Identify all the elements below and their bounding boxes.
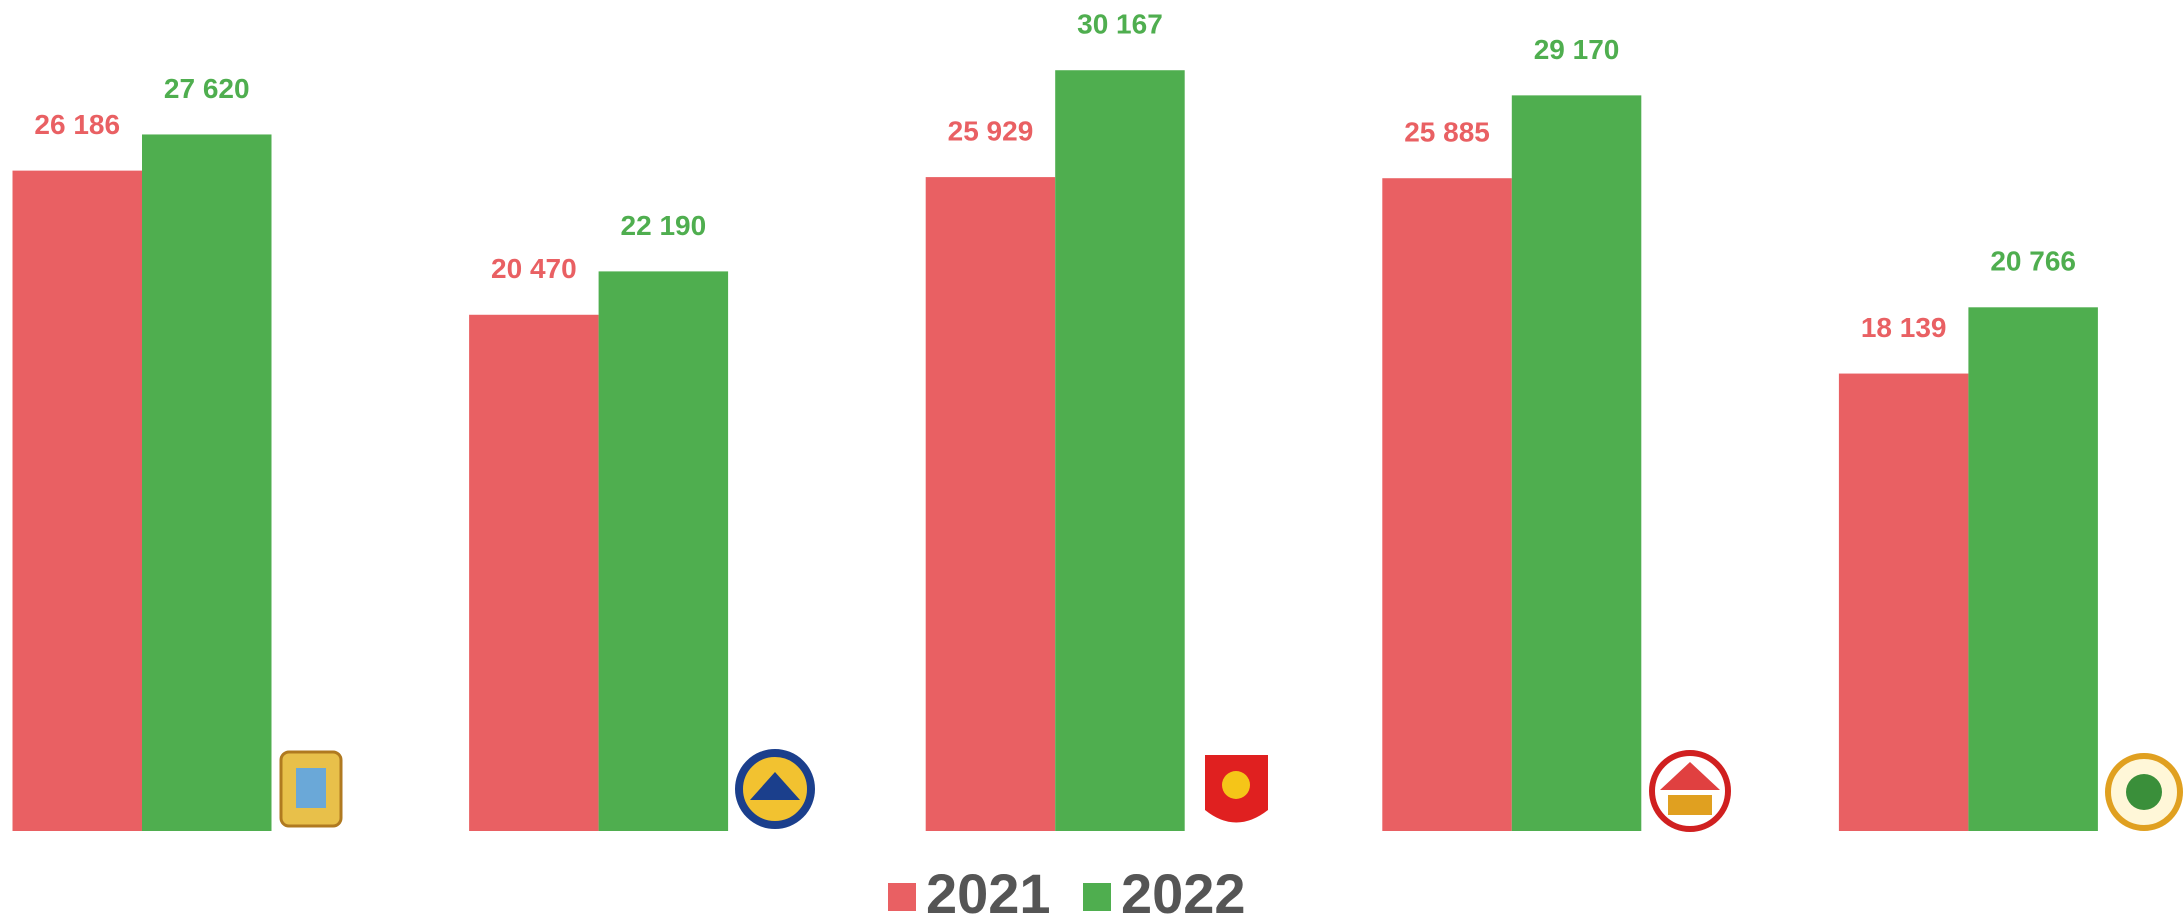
bar <box>925 177 1056 831</box>
value-label: 20 470 <box>491 253 577 284</box>
emblem <box>2105 753 2183 831</box>
legend-swatch <box>1083 883 1111 911</box>
emblem <box>735 749 815 829</box>
value-label: 30 167 <box>1077 9 1163 40</box>
legend-swatch <box>888 883 916 911</box>
bar <box>1968 307 2098 831</box>
bar <box>12 170 142 831</box>
emblem <box>279 750 343 828</box>
value-label: 25 929 <box>948 115 1034 146</box>
emblem <box>1649 750 1731 832</box>
emblem <box>1205 755 1268 823</box>
value-label: 20 766 <box>1990 246 2076 277</box>
legend-label: 2022 <box>1121 862 1246 917</box>
legend-label: 2021 <box>926 862 1051 917</box>
value-label: 26 186 <box>34 109 120 140</box>
bar <box>1511 95 1642 831</box>
value-label: 22 190 <box>621 210 707 241</box>
value-label: 18 139 <box>1861 312 1947 343</box>
bar <box>1838 373 1969 831</box>
value-label: 27 620 <box>164 73 250 104</box>
value-label: 25 885 <box>1404 117 1490 148</box>
value-label: 29 170 <box>1534 34 1620 65</box>
bar <box>1055 70 1185 832</box>
bar <box>142 134 272 831</box>
bar <box>1382 178 1512 832</box>
bar <box>598 271 729 831</box>
bar <box>469 314 599 831</box>
